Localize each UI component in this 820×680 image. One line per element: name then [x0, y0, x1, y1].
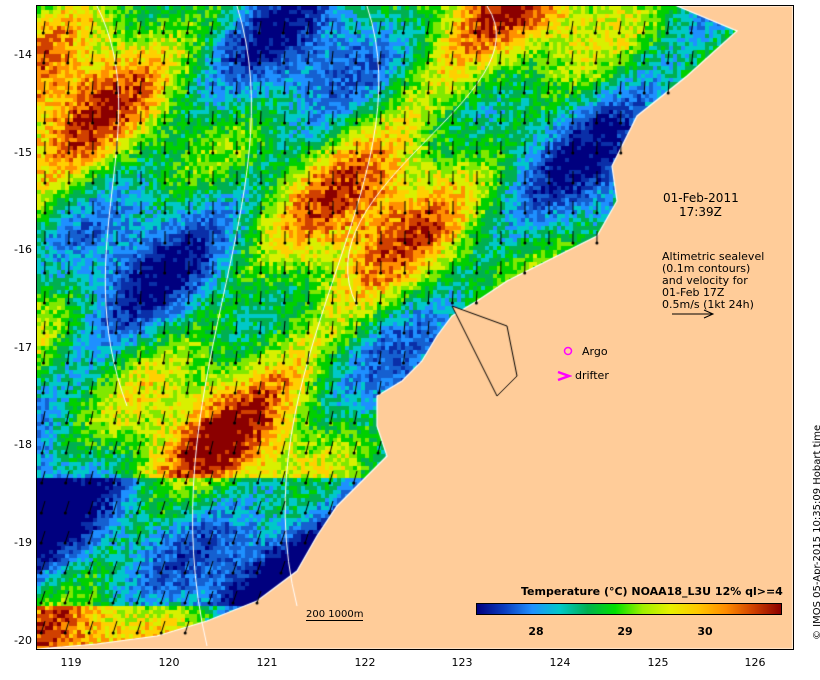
argo-label: Argo	[582, 345, 608, 358]
lon-label: 121	[256, 656, 278, 669]
drifter-marker-icon	[557, 370, 572, 382]
colorbar-tick: 30	[697, 625, 713, 638]
altimetry-line: 0.5m/s (1kt 24h)	[662, 298, 754, 311]
lat-label: -16	[14, 243, 32, 256]
lat-label: -15	[14, 146, 32, 159]
altimetry-line: Altimetric sealevel	[662, 250, 765, 263]
date-label: 01-Feb-2011	[663, 191, 739, 205]
legend-title: Temperature (°C) NOAA18_L3U 12% ql>=4	[521, 585, 783, 598]
lon-label: 126	[744, 656, 766, 669]
lat-label: -19	[14, 536, 32, 549]
velocity-scale-arrow-icon	[672, 309, 715, 319]
sst-field-canvas	[37, 6, 793, 649]
altimetry-note: Altimetric sealevel (0.1m contours) and …	[662, 251, 764, 311]
lon-label: 122	[354, 656, 376, 669]
lon-label: 123	[451, 656, 473, 669]
lon-label: 124	[549, 656, 571, 669]
colorbar-tick: 29	[617, 625, 633, 638]
altimetry-line: 01-Feb 17Z	[662, 286, 725, 299]
depth-scale-label: 200 1000m	[306, 609, 364, 621]
lon-label: 120	[158, 656, 180, 669]
lat-label: -20	[14, 634, 32, 647]
lat-label: -18	[14, 438, 32, 451]
colorbar-tick: 28	[528, 625, 544, 638]
drifter-label: drifter	[575, 369, 609, 382]
argo-marker-icon	[563, 346, 573, 356]
time-label: 17:39Z	[679, 205, 722, 219]
credit-text: © IMOS 05-Apr-2015 10:35:09 Hobart time	[812, 424, 820, 640]
colorbar	[476, 603, 782, 615]
altimetry-line: (0.1m contours)	[662, 262, 751, 275]
lon-label: 119	[60, 656, 82, 669]
lat-label: -17	[14, 341, 32, 354]
lon-label: 125	[647, 656, 669, 669]
lat-label: -14	[14, 48, 32, 61]
sst-map[interactable]	[36, 5, 794, 650]
altimetry-line: and velocity for	[662, 274, 748, 287]
